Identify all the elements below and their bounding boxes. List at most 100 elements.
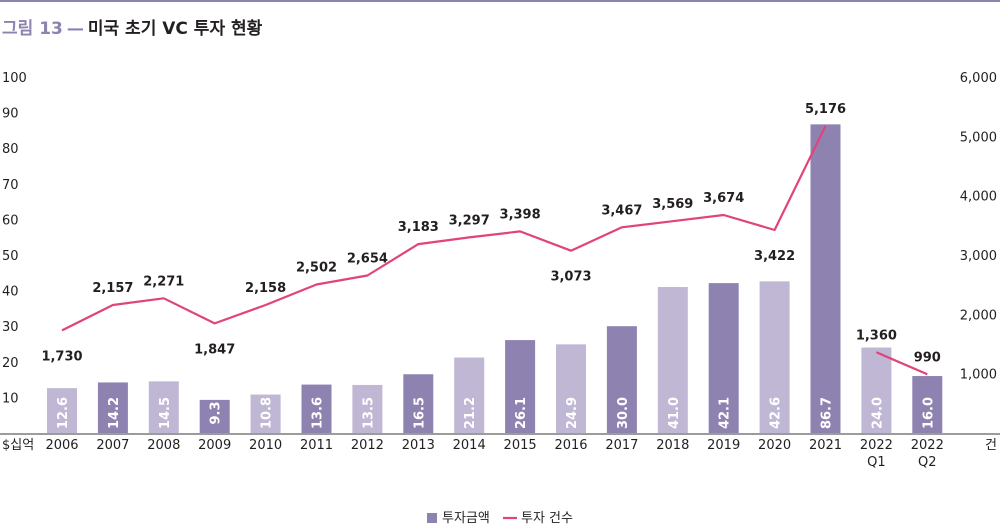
header-dash: —: [66, 19, 84, 39]
line-value-label: 3,422: [754, 249, 795, 264]
bar: [505, 340, 536, 433]
x-tick-label: 2018: [656, 438, 689, 453]
legend-line-label: 투자 건수: [521, 511, 573, 526]
line-value-label: 3,183: [398, 220, 439, 235]
right-tick-label: 6,000: [960, 71, 997, 86]
left-tick-label: 60: [2, 213, 19, 228]
x-tick-label: 2010: [249, 438, 282, 453]
line-value-label: 2,157: [92, 281, 133, 296]
left-axis-unit: $십억: [2, 438, 34, 453]
right-tick-label: 5,000: [960, 130, 997, 145]
left-tick-label: 50: [2, 249, 19, 264]
x-tick-label: 2016: [554, 438, 587, 453]
bar: [606, 326, 637, 433]
chart-title: 미국 초기 VC 투자 현황: [87, 19, 263, 39]
bar-value-label: 21.2: [463, 397, 478, 429]
bar-value-label: 30.0: [616, 397, 631, 429]
figure-header: 그림 13— 미국 초기 VC 투자 현황: [2, 14, 262, 39]
line-value-label: 2,271: [143, 274, 184, 289]
right-tick-label: 1,000: [960, 368, 997, 383]
bar-series: [47, 124, 943, 434]
bar-value-label: 12.6: [56, 397, 71, 429]
bar-value-label: 24.9: [565, 397, 580, 429]
line-value-label: 3,297: [449, 213, 490, 228]
line-value-label: 3,674: [703, 191, 744, 206]
line-value-label: 2,158: [245, 281, 286, 296]
right-axis-unit: 건: [985, 438, 997, 453]
bar-value-label: 16.0: [921, 397, 936, 429]
line-value-label: 990: [914, 350, 941, 365]
line-series: [61, 125, 928, 376]
left-tick-label: 10: [2, 391, 19, 406]
figure-label: 그림 13: [2, 19, 63, 39]
bar-value-label: 41.0: [667, 397, 682, 429]
x-tick-label: 2006: [45, 438, 78, 453]
x-tick-label: 2014: [453, 438, 486, 453]
line-value-label: 3,569: [652, 197, 693, 212]
x-tick-label: 2011: [300, 438, 333, 453]
line-value-label: 1,730: [41, 349, 82, 364]
x-tick-label: 2008: [147, 438, 180, 453]
bar-value-label: 13.5: [361, 397, 376, 429]
bar: [556, 344, 586, 433]
left-tick-label: 100: [2, 71, 27, 86]
top-rule: [0, 0, 1000, 2]
bar: [810, 124, 841, 434]
bar: [47, 388, 77, 433]
bar: [454, 357, 485, 433]
bar: [861, 347, 892, 433]
legend: 투자금액 투자 건수: [427, 511, 573, 526]
bar: [708, 283, 739, 433]
bar-value-label: 14.2: [107, 397, 122, 429]
line-value-label: 1,847: [194, 342, 235, 357]
x-tick-label: 2020: [758, 438, 791, 453]
bar: [759, 281, 790, 433]
line-value-label: 3,073: [550, 270, 591, 285]
bar-value-label: 10.8: [260, 397, 275, 429]
line-value-label: 3,398: [500, 207, 541, 222]
left-tick-label: 80: [2, 142, 19, 157]
bar: [912, 376, 943, 433]
x-tick-label: 2007: [96, 438, 129, 453]
x-tick-label: 2009: [198, 438, 231, 453]
bar-value-label: 86.7: [820, 397, 835, 429]
x-tick-label: 2019: [707, 438, 740, 453]
x-tick-label: 2022 Q1: [860, 438, 893, 470]
bar: [148, 381, 179, 433]
bar: [352, 384, 383, 433]
bar-value-label: 26.1: [514, 397, 529, 429]
line-value-label: 5,176: [805, 102, 846, 117]
x-tick-label: 2021: [809, 438, 842, 453]
right-tick-label: 3,000: [960, 249, 997, 264]
left-tick-label: 30: [2, 320, 19, 335]
left-tick-label: 70: [2, 178, 19, 193]
left-tick-label: 20: [2, 356, 19, 371]
line-value-label: 2,502: [296, 261, 337, 276]
line-value-label: 2,654: [347, 252, 388, 267]
line-value-label: 1,360: [856, 328, 897, 343]
count-line: [875, 351, 928, 376]
bar: [657, 287, 688, 433]
count-line: [61, 125, 827, 332]
bar: [301, 384, 332, 433]
bar: [97, 382, 128, 433]
x-tick-label: 2015: [504, 438, 537, 453]
legend-bar-label: 투자금액: [442, 511, 490, 526]
bar-value-label: 14.5: [158, 397, 173, 429]
bar-value-label: 24.0: [870, 397, 885, 429]
line-value-labels: 1,730 2,157 2,271 1,847 2,158 2,502 2,654 3,183…: [41, 102, 940, 365]
left-tick-label: 90: [2, 107, 19, 122]
right-axis: 1,000 2,000 3,000 4,000 5,000 6,000: [960, 71, 997, 383]
bar-value-label: 42.6: [769, 397, 784, 429]
bar: [199, 399, 230, 433]
x-tick-label: 2012: [351, 438, 384, 453]
line-value-label: 3,467: [601, 203, 642, 218]
right-tick-label: 4,000: [960, 190, 997, 205]
legend-bar-swatch: [427, 513, 437, 523]
bar: [250, 394, 281, 433]
bar-value-label: 9.3: [209, 401, 224, 424]
bar: [403, 374, 434, 433]
left-tick-label: 40: [2, 285, 19, 300]
right-tick-label: 2,000: [960, 308, 997, 323]
